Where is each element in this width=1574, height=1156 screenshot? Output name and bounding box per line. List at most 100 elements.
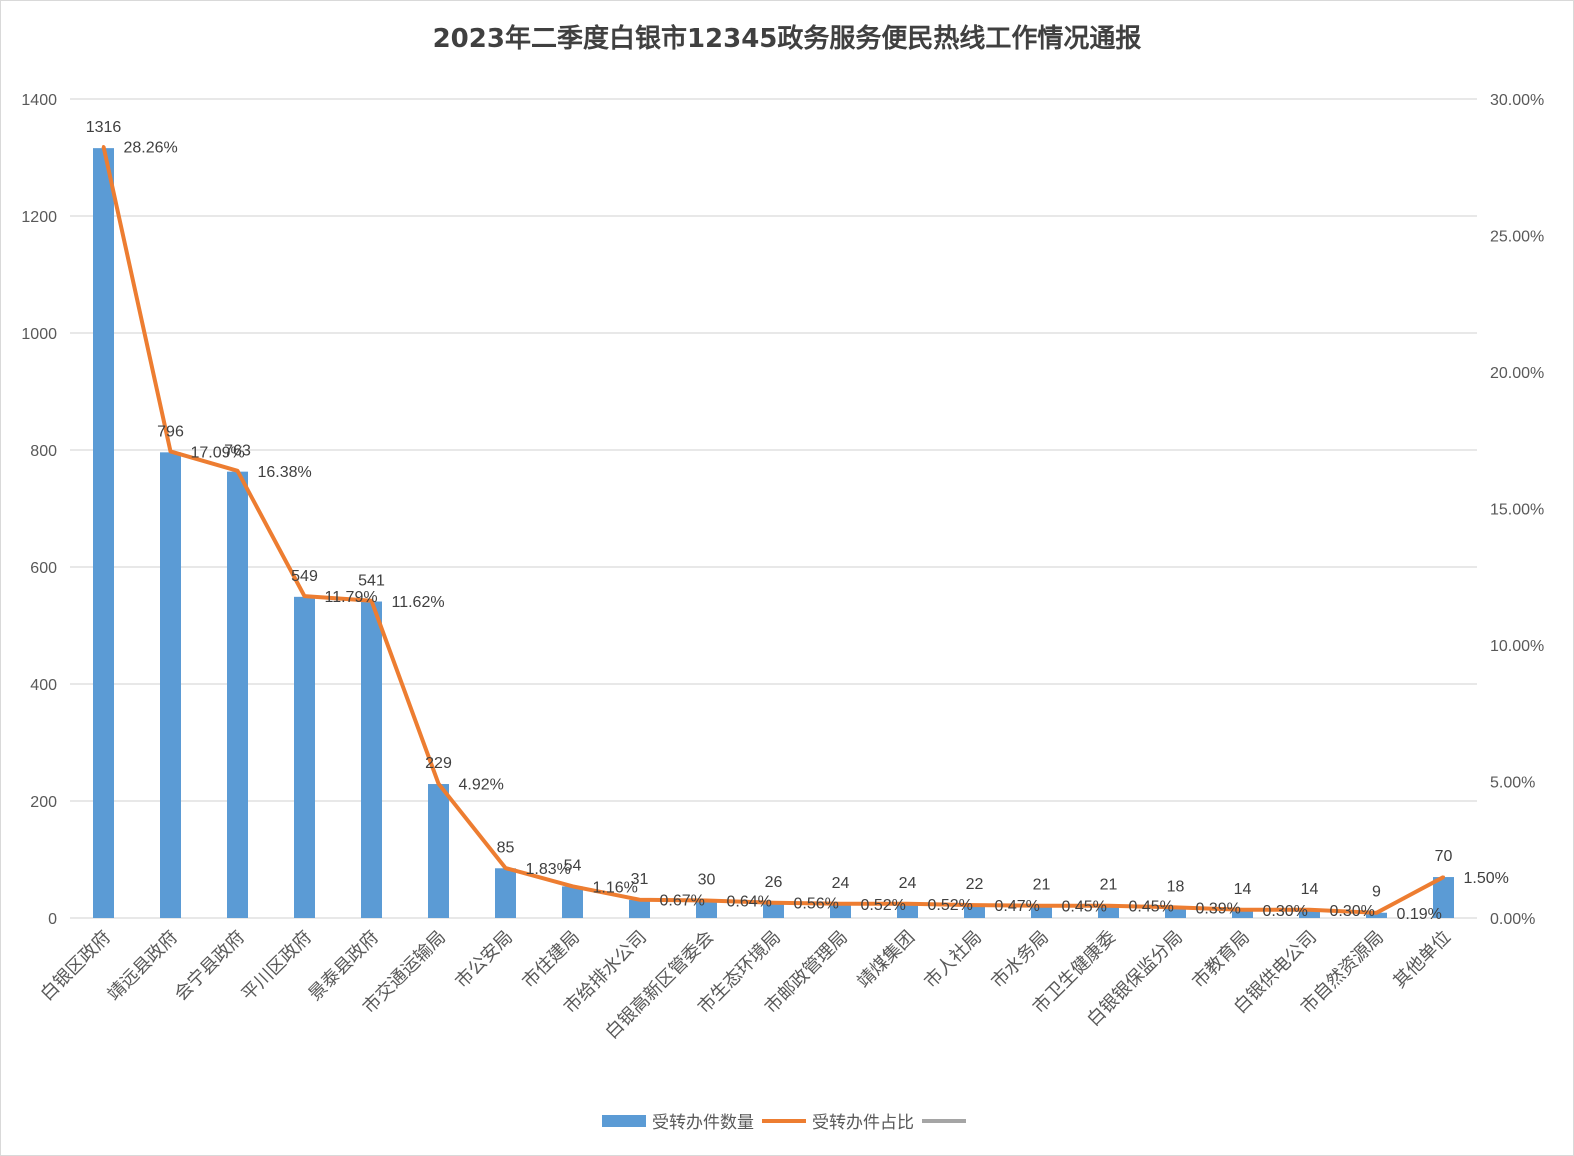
line-value-label: 0.67% — [660, 893, 705, 910]
x-category-label: 平川区政府 — [238, 927, 316, 1005]
y-right-tick-label: 0.00% — [1490, 911, 1535, 928]
y-right-tick-label: 15.00% — [1490, 502, 1544, 519]
y-right-tick-label: 20.00% — [1490, 365, 1544, 382]
legend-line-swatch — [762, 1118, 806, 1123]
bar — [495, 868, 516, 918]
bar-value-label: 14 — [1234, 881, 1252, 898]
line-value-label: 28.26% — [124, 140, 178, 157]
y-left-tick-label: 600 — [30, 560, 57, 577]
legend: 受转办件数量 受转办件占比 — [0, 1108, 1574, 1133]
line-point — [1107, 904, 1110, 908]
line-value-label: 0.52% — [861, 897, 906, 914]
bar-value-label: 796 — [157, 423, 184, 440]
line-point — [370, 599, 373, 603]
bar-value-label: 21 — [1033, 877, 1051, 894]
bar-value-label: 1316 — [86, 119, 122, 136]
y-right-tick-label: 5.00% — [1490, 775, 1535, 792]
bar-value-label: 549 — [291, 568, 318, 585]
line-value-label: 1.50% — [1464, 870, 1509, 887]
bar-value-label: 763 — [224, 443, 251, 460]
line-point — [236, 469, 239, 473]
bar — [160, 452, 181, 918]
bar — [964, 905, 985, 918]
combo-chart: 0 200 400 600 800 1000 1200 1400 0.00% 5.00% 10.00… — [21, 92, 1544, 1043]
y-left-tick-label: 200 — [30, 794, 57, 811]
line-point — [973, 903, 976, 907]
bar — [1433, 877, 1454, 918]
y-left-tick-label: 0 — [48, 911, 57, 928]
line-value-label: 16.38% — [258, 464, 312, 481]
line-value-label: 4.92% — [459, 777, 504, 794]
line-value-label: 0.45% — [1062, 899, 1107, 916]
line-value-label: 1.16% — [593, 879, 638, 896]
line-point — [102, 145, 105, 149]
line-point — [1040, 904, 1043, 908]
x-category-label: 白银区政府 — [37, 927, 115, 1005]
bar — [1165, 907, 1186, 918]
bar — [294, 596, 315, 918]
line-point — [303, 594, 306, 598]
line-value-label: 0.30% — [1330, 903, 1375, 920]
bar-value-label: 31 — [631, 871, 649, 888]
line-point — [571, 884, 574, 888]
line-point — [839, 902, 842, 906]
bar-value-label: 85 — [497, 839, 515, 856]
line-value-label: 1.83% — [526, 861, 571, 878]
line-point — [1375, 911, 1378, 915]
bar — [1366, 912, 1387, 918]
x-category-label: 市人社局 — [920, 927, 986, 993]
y-left-tick-label: 1400 — [21, 92, 57, 109]
y-left-tick-label: 1200 — [21, 209, 57, 226]
x-category-label: 市教育局 — [1188, 927, 1254, 993]
bar — [428, 784, 449, 918]
x-category-label: 会宁县政府 — [171, 927, 249, 1005]
bar — [93, 148, 114, 918]
bar-value-label: 54 — [564, 857, 582, 874]
line-value-label: 0.56% — [794, 896, 839, 913]
bar-value-label: 21 — [1100, 877, 1118, 894]
line-point — [705, 899, 708, 903]
line-point — [638, 898, 641, 902]
bar-value-label: 24 — [899, 875, 917, 892]
bar-value-label: 30 — [698, 871, 716, 888]
bar — [696, 900, 717, 918]
bar — [1031, 905, 1052, 918]
y-left-tick-label: 400 — [30, 677, 57, 694]
x-category-label: 靖远县政府 — [104, 927, 182, 1005]
legend-item-line: 受转办件占比 — [762, 1108, 914, 1133]
legend-item-bar: 受转办件数量 — [602, 1108, 754, 1133]
bar-value-label: 18 — [1167, 878, 1185, 895]
bar — [562, 886, 583, 918]
bar — [830, 903, 851, 918]
line-value-label: 0.39% — [1196, 900, 1241, 917]
bar-value-label: 14 — [1301, 881, 1319, 898]
x-category-label: 靖煤集团 — [853, 927, 919, 993]
line-value-label: 0.19% — [1397, 906, 1442, 923]
bar — [897, 903, 918, 918]
bar — [1232, 909, 1253, 918]
bar — [763, 902, 784, 918]
x-category-label: 市水务局 — [987, 927, 1053, 993]
line-point — [1241, 908, 1244, 912]
bar-value-label: 70 — [1435, 848, 1453, 865]
y-right-tick-label: 10.00% — [1490, 638, 1544, 655]
line-point — [437, 782, 440, 786]
bar-value-label: 541 — [358, 573, 385, 590]
legend-third-swatch — [922, 1118, 966, 1123]
x-category-label: 市公安局 — [451, 927, 517, 993]
x-category-label: 市住建局 — [518, 927, 584, 993]
chart-title: 2023年二季度白银市12345政务服务便民热线工作情况通报 — [432, 24, 1142, 54]
legend-item-third — [922, 1118, 972, 1123]
bar — [629, 899, 650, 918]
line-value-label: 0.45% — [1129, 899, 1174, 916]
line-value-label: 0.30% — [1263, 903, 1308, 920]
y-right-tick-label: 25.00% — [1490, 229, 1544, 246]
legend-line-label: 受转办件占比 — [812, 1113, 914, 1133]
line-value-label: 11.79% — [325, 589, 378, 606]
bar — [361, 601, 382, 918]
line-value-label: 0.64% — [727, 894, 772, 911]
x-category-label: 其他单位 — [1389, 927, 1455, 993]
line-point — [169, 449, 172, 453]
line-point — [1308, 908, 1311, 912]
